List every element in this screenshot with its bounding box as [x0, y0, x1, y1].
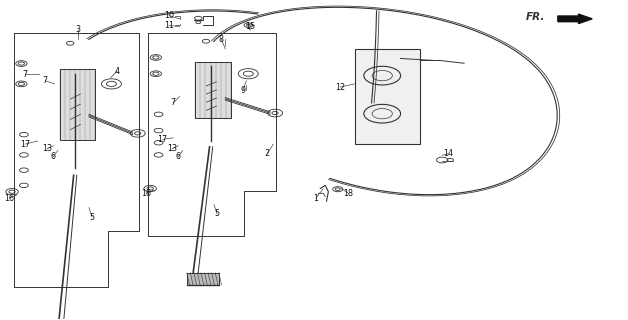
- Bar: [60, 69, 95, 140]
- Text: 8: 8: [219, 35, 224, 44]
- Text: 3: 3: [76, 25, 81, 35]
- Text: 16: 16: [4, 194, 14, 203]
- Text: 13: 13: [42, 144, 52, 153]
- Text: 14: 14: [443, 149, 453, 158]
- Text: 15: 15: [245, 22, 256, 31]
- Text: 18: 18: [344, 189, 354, 198]
- Text: 7: 7: [43, 76, 48, 85]
- Text: 13: 13: [167, 144, 177, 153]
- Text: 10: 10: [164, 11, 174, 20]
- Text: 5: 5: [215, 209, 220, 219]
- Bar: [355, 49, 420, 144]
- Text: 1: 1: [313, 194, 318, 203]
- Text: FR.: FR.: [526, 12, 545, 22]
- Text: 4: 4: [114, 67, 119, 76]
- Text: 5: 5: [89, 212, 95, 222]
- Text: 7: 7: [171, 99, 176, 108]
- Text: 12: 12: [335, 83, 345, 92]
- Text: 17: 17: [20, 140, 30, 148]
- Text: 2: 2: [264, 149, 269, 158]
- FancyArrow shape: [558, 14, 592, 24]
- Text: 9: 9: [240, 86, 246, 95]
- Bar: [187, 273, 219, 285]
- Text: 6: 6: [51, 152, 56, 161]
- Text: 11: 11: [164, 21, 174, 30]
- Text: 7: 7: [23, 70, 28, 79]
- Bar: [195, 61, 231, 118]
- Text: 16: 16: [141, 189, 151, 198]
- Text: 6: 6: [176, 152, 181, 161]
- Text: 17: 17: [158, 135, 168, 144]
